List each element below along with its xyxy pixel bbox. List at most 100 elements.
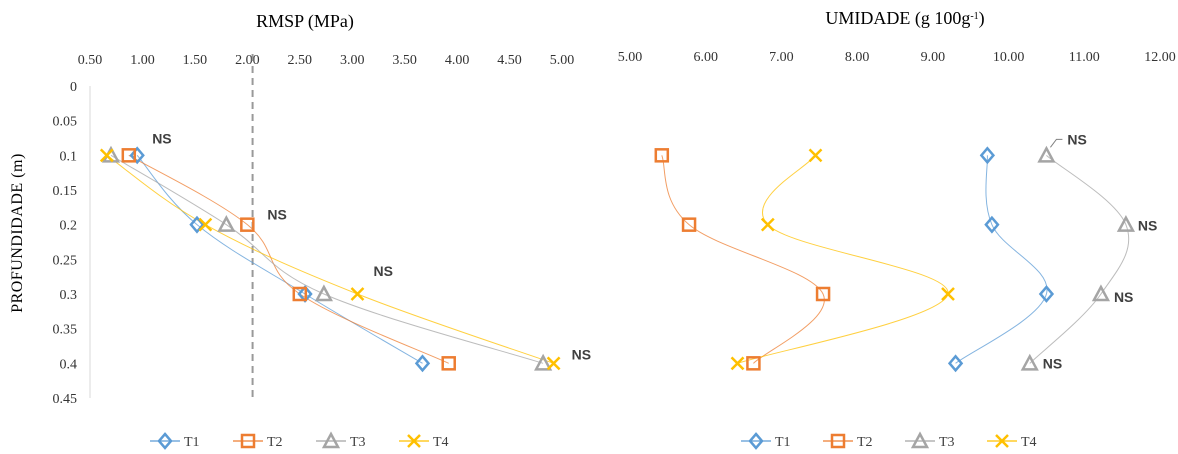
legend-item-t3-0: T3 bbox=[316, 431, 366, 450]
ns-annotation-1-2: NS bbox=[1114, 289, 1133, 305]
legend-label-t3-0: T3 bbox=[350, 435, 366, 450]
point-t1-0-0 bbox=[129, 146, 145, 165]
point-t2-1-3 bbox=[746, 356, 761, 371]
legend-item-t2-1: T2 bbox=[823, 433, 873, 450]
legend-marker-t2-1 bbox=[830, 433, 846, 449]
point-t2-0-1 bbox=[240, 217, 255, 232]
x-tick-label-0-0: 0.50 bbox=[78, 53, 103, 68]
point-t3-1-0 bbox=[1037, 145, 1056, 163]
point-t4-1-1 bbox=[760, 217, 775, 232]
legend-marker-t4-0-stroke-b bbox=[407, 434, 421, 448]
ns-annotation-0-2: NS bbox=[373, 263, 392, 279]
point-t3-1-1 bbox=[1116, 215, 1136, 232]
point-t4-1-1-stroke-b bbox=[760, 217, 775, 232]
point-t4-0-2 bbox=[350, 287, 365, 301]
y-tick-label-3: 0.15 bbox=[53, 184, 78, 199]
point-t4-0-2-stroke-b bbox=[350, 287, 365, 301]
ns-annotation-1-3: NS bbox=[1043, 355, 1062, 371]
y-tick-label-8: 0.4 bbox=[60, 357, 78, 372]
legend-label-t4-1: T4 bbox=[1021, 435, 1037, 450]
point-t2-1-0 bbox=[654, 148, 670, 163]
point-t1-1-3 bbox=[947, 354, 964, 373]
point-t1-1-1 bbox=[984, 215, 1000, 234]
ns-annotation-0-3: NS bbox=[572, 346, 591, 362]
point-t4-0-3 bbox=[546, 356, 561, 371]
point-t4-1-3-stroke-b bbox=[730, 356, 745, 371]
ns-leader-line bbox=[1050, 138, 1063, 148]
rmsp-chart: RMSP (MPa) PROFUNDIDADE (m) 0.50 1.00 1.50… bbox=[9, 11, 591, 450]
point-t1-1-0 bbox=[979, 146, 996, 165]
legend-item-t2-0: T2 bbox=[233, 433, 283, 450]
point-t4-0-1 bbox=[198, 217, 213, 232]
point-t3-1-2 bbox=[1091, 284, 1111, 302]
legend-item-t4-1: T4 bbox=[987, 434, 1037, 450]
point-t2-0-3 bbox=[441, 356, 456, 371]
series-line-t4-1 bbox=[737, 155, 949, 364]
moisture-title-main: UMIDADE (g 100g bbox=[825, 8, 970, 29]
point-t3-1-3 bbox=[1020, 353, 1039, 371]
legend-marker-t2-0 bbox=[240, 433, 256, 449]
x-tick-label-0-9: 5.00 bbox=[550, 53, 575, 68]
x-tick-label-0-5: 3.00 bbox=[340, 53, 365, 68]
moisture-chart-title: UMIDADE (g 100g-1) bbox=[825, 8, 984, 29]
y-tick-label-2: 0.1 bbox=[60, 149, 78, 164]
legend-marker-t4-0 bbox=[407, 434, 421, 448]
point-t4-0-0 bbox=[99, 148, 114, 163]
point-t4-0-3-stroke-b bbox=[546, 356, 561, 371]
legend-item-t1-0: T1 bbox=[150, 432, 200, 450]
point-t4-0-0-stroke-b bbox=[99, 148, 114, 163]
legend-marker-t1-0 bbox=[157, 432, 173, 450]
legend-0: T1 T2 T3 T4 bbox=[150, 431, 449, 450]
x-tick-label-0-8: 4.50 bbox=[497, 53, 522, 68]
x-tick-label-0-4: 2.50 bbox=[288, 53, 313, 68]
series-line-t1-1 bbox=[955, 155, 1048, 364]
ns-annotation-1-0: NS bbox=[1067, 131, 1086, 147]
y-tick-label-0: 0 bbox=[70, 80, 77, 95]
legend-item-t3-1: T3 bbox=[905, 431, 955, 450]
ns-annotation-0-1: NS bbox=[267, 207, 286, 223]
point-t2-0-2 bbox=[292, 286, 308, 302]
x-tick-label-0-7: 4.00 bbox=[445, 53, 470, 68]
legend-label-t3-1: T3 bbox=[939, 435, 955, 450]
x-tick-label-1-0: 5.00 bbox=[618, 50, 643, 65]
moisture-title-end: ) bbox=[979, 8, 985, 29]
x-tick-label-0-1: 1.00 bbox=[130, 53, 155, 68]
point-t4-1-2 bbox=[941, 287, 955, 301]
point-t4-1-0 bbox=[808, 148, 823, 163]
point-t2-1-1 bbox=[681, 217, 697, 232]
legend-label-t2-0: T2 bbox=[267, 435, 283, 450]
x-tick-label-1-2: 7.00 bbox=[769, 50, 794, 65]
legend-marker-t3-0 bbox=[321, 431, 341, 449]
series-line-t2-1 bbox=[661, 155, 825, 364]
moisture-chart: UMIDADE (g 100g-1) 5.00 6.00 7.00 8.00 9.00 1… bbox=[618, 8, 1176, 450]
point-t2-1-2 bbox=[815, 286, 831, 302]
moisture-title-sup: -1 bbox=[970, 11, 978, 22]
x-tick-label-1-6: 11.00 bbox=[1069, 50, 1100, 65]
legend-marker-t4-1 bbox=[995, 434, 1009, 448]
x-tick-label-1-5: 10.00 bbox=[993, 50, 1025, 65]
rmsp-chart-title: RMSP (MPa) bbox=[256, 11, 354, 32]
point-t4-0-1-stroke-b bbox=[198, 217, 213, 232]
y-tick-label-7: 0.35 bbox=[53, 323, 78, 338]
depth-axis-label: PROFUNDIDADE (m) bbox=[9, 153, 26, 313]
x-tick-label-0-6: 3.50 bbox=[392, 53, 417, 68]
y-tick-label-4: 0.2 bbox=[60, 219, 78, 234]
legend-label-t4-0: T4 bbox=[433, 435, 449, 450]
legend-label-t1-1: T1 bbox=[775, 435, 791, 450]
point-t2-0-0 bbox=[121, 148, 137, 163]
x-tick-label-1-7: 12.00 bbox=[1144, 50, 1176, 65]
legend-1: T1 T2 T3 T4 bbox=[741, 431, 1037, 450]
x-tick-label-1-3: 8.00 bbox=[845, 50, 870, 65]
point-t4-1-3 bbox=[730, 356, 745, 371]
y-tick-label-9: 0.45 bbox=[53, 392, 78, 407]
series-line-t3-0 bbox=[110, 154, 544, 364]
y-tick-label-1: 0.05 bbox=[53, 115, 78, 130]
x-tick-label-0-2: 1.50 bbox=[183, 53, 208, 68]
legend-marker-t3-1 bbox=[910, 431, 930, 449]
series-line-t2-0 bbox=[128, 154, 449, 364]
y-tick-label-5: 0.25 bbox=[53, 253, 78, 268]
series-line-t4-0 bbox=[106, 154, 554, 364]
legend-item-t4-0: T4 bbox=[399, 434, 449, 450]
point-t1-1-2 bbox=[1038, 285, 1055, 303]
y-tick-label-6: 0.3 bbox=[60, 288, 78, 303]
